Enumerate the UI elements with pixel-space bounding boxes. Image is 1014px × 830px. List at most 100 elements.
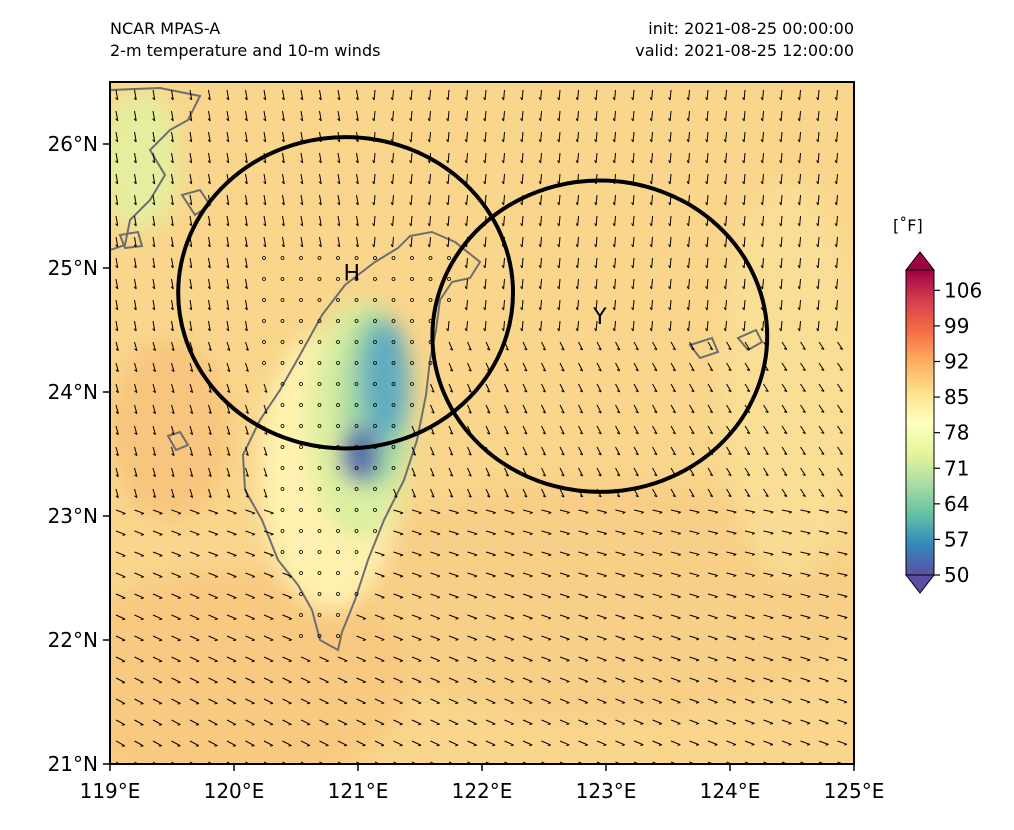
wind-vector: [836, 278, 838, 290]
wind-vector-head: [714, 701, 718, 704]
wind-vector: [615, 404, 621, 414]
wind-vector: [578, 341, 584, 351]
wind-vector-head: [288, 639, 292, 642]
wind-vector: [541, 698, 551, 704]
wind-vector: [189, 341, 194, 351]
wind-vector: [134, 278, 137, 289]
wind-vector-head: [189, 118, 193, 122]
wind-vector-head: [557, 160, 560, 164]
wind-vector: [799, 278, 801, 290]
wind-vector-head: [207, 328, 211, 332]
wind-vector-head: [140, 555, 144, 557]
wind-vector: [558, 257, 561, 269]
wind-vector: [485, 488, 491, 498]
wind-vector-head: [208, 390, 212, 393]
calm-wind-marker: [354, 319, 359, 323]
wind-vector: [393, 656, 403, 662]
wind-vector-head: [418, 617, 422, 620]
wind-vector-head: [281, 160, 285, 164]
wind-vector: [485, 656, 496, 662]
wind-vector: [763, 635, 774, 640]
wind-vector-head: [464, 160, 468, 164]
wind-vector-head: [418, 702, 422, 705]
wind-vector-head: [464, 328, 468, 332]
wind-vector: [726, 530, 737, 534]
wind-vector: [448, 740, 459, 746]
wind-vector-head: [152, 328, 156, 332]
wind-vector: [707, 593, 718, 598]
wind-vector-head: [788, 743, 792, 746]
wind-vector: [763, 467, 769, 476]
wind-vector: [800, 656, 811, 661]
wind-vector-head: [566, 766, 569, 767]
wind-vector: [208, 656, 218, 662]
wind-vector: [521, 110, 524, 122]
wind-vector: [152, 593, 163, 599]
wind-vector: [484, 257, 487, 269]
wind-vector-head: [616, 390, 621, 393]
wind-vector: [393, 635, 403, 641]
calm-wind-marker: [410, 340, 414, 344]
wind-vector-head: [449, 432, 453, 435]
wind-vector: [226, 593, 237, 599]
wind-vector: [670, 425, 676, 435]
wind-vector-head: [399, 618, 403, 620]
wind-vector: [540, 236, 542, 248]
wind-vector: [152, 761, 158, 764]
wind-vector: [171, 530, 182, 535]
calm-wind-marker: [280, 340, 285, 344]
wind-vector-head: [115, 369, 119, 373]
wind-vector-head: [788, 553, 792, 556]
wind-vector-head: [529, 533, 533, 536]
wind-vector: [541, 425, 546, 435]
wind-vector: [706, 110, 709, 122]
wind-vector: [522, 719, 533, 725]
wind-vector: [521, 173, 524, 185]
wind-vector: [504, 635, 515, 640]
wind-vector-head: [133, 223, 137, 227]
wind-vector: [152, 362, 156, 372]
wind-vector-head: [658, 701, 663, 704]
wind-vector-head: [797, 202, 801, 206]
wind-vector: [171, 677, 181, 683]
wind-vector: [596, 593, 607, 598]
wind-vector: [763, 383, 769, 392]
wind-vector: [818, 572, 829, 576]
wind-vector-head: [529, 681, 533, 683]
wind-vector-head: [723, 223, 727, 227]
wind-vector-head: [622, 554, 626, 557]
wind-vector-head: [511, 554, 515, 557]
wind-vector-head: [263, 118, 267, 122]
wind-vector-head: [585, 554, 589, 557]
wind-vector: [374, 656, 385, 662]
calm-wind-marker: [299, 403, 303, 407]
wind-vector-head: [524, 495, 528, 498]
wind-vector-head: [418, 533, 422, 536]
wind-vector-head: [501, 286, 505, 290]
wind-vector-head: [585, 766, 588, 767]
wind-vector-head: [575, 202, 579, 206]
taiwan-coast: [241, 230, 482, 652]
wind-vector: [171, 299, 174, 310]
wind-vector: [744, 593, 755, 598]
wind-vector-head: [227, 453, 231, 456]
wind-vector-head: [797, 160, 801, 164]
wind-vector: [689, 677, 700, 682]
wind-vector: [189, 299, 193, 310]
wind-vector: [208, 698, 218, 704]
wind-vector: [189, 215, 193, 226]
wind-vector: [744, 698, 755, 703]
wind-vector-head: [177, 533, 182, 536]
wind-vector-head: [492, 554, 496, 557]
wind-vector-head: [821, 410, 825, 413]
wind-vector-head: [140, 660, 144, 663]
wind-vector-head: [612, 286, 616, 290]
wind-vector-head: [208, 411, 212, 414]
wind-vector-head: [505, 495, 509, 498]
wind-vector-head: [677, 659, 681, 662]
wind-vector-head: [318, 160, 322, 164]
wind-vector-head: [742, 286, 745, 290]
wind-vector-head: [486, 432, 491, 435]
wind-vector-head: [390, 223, 394, 227]
wind-vector: [503, 278, 505, 290]
